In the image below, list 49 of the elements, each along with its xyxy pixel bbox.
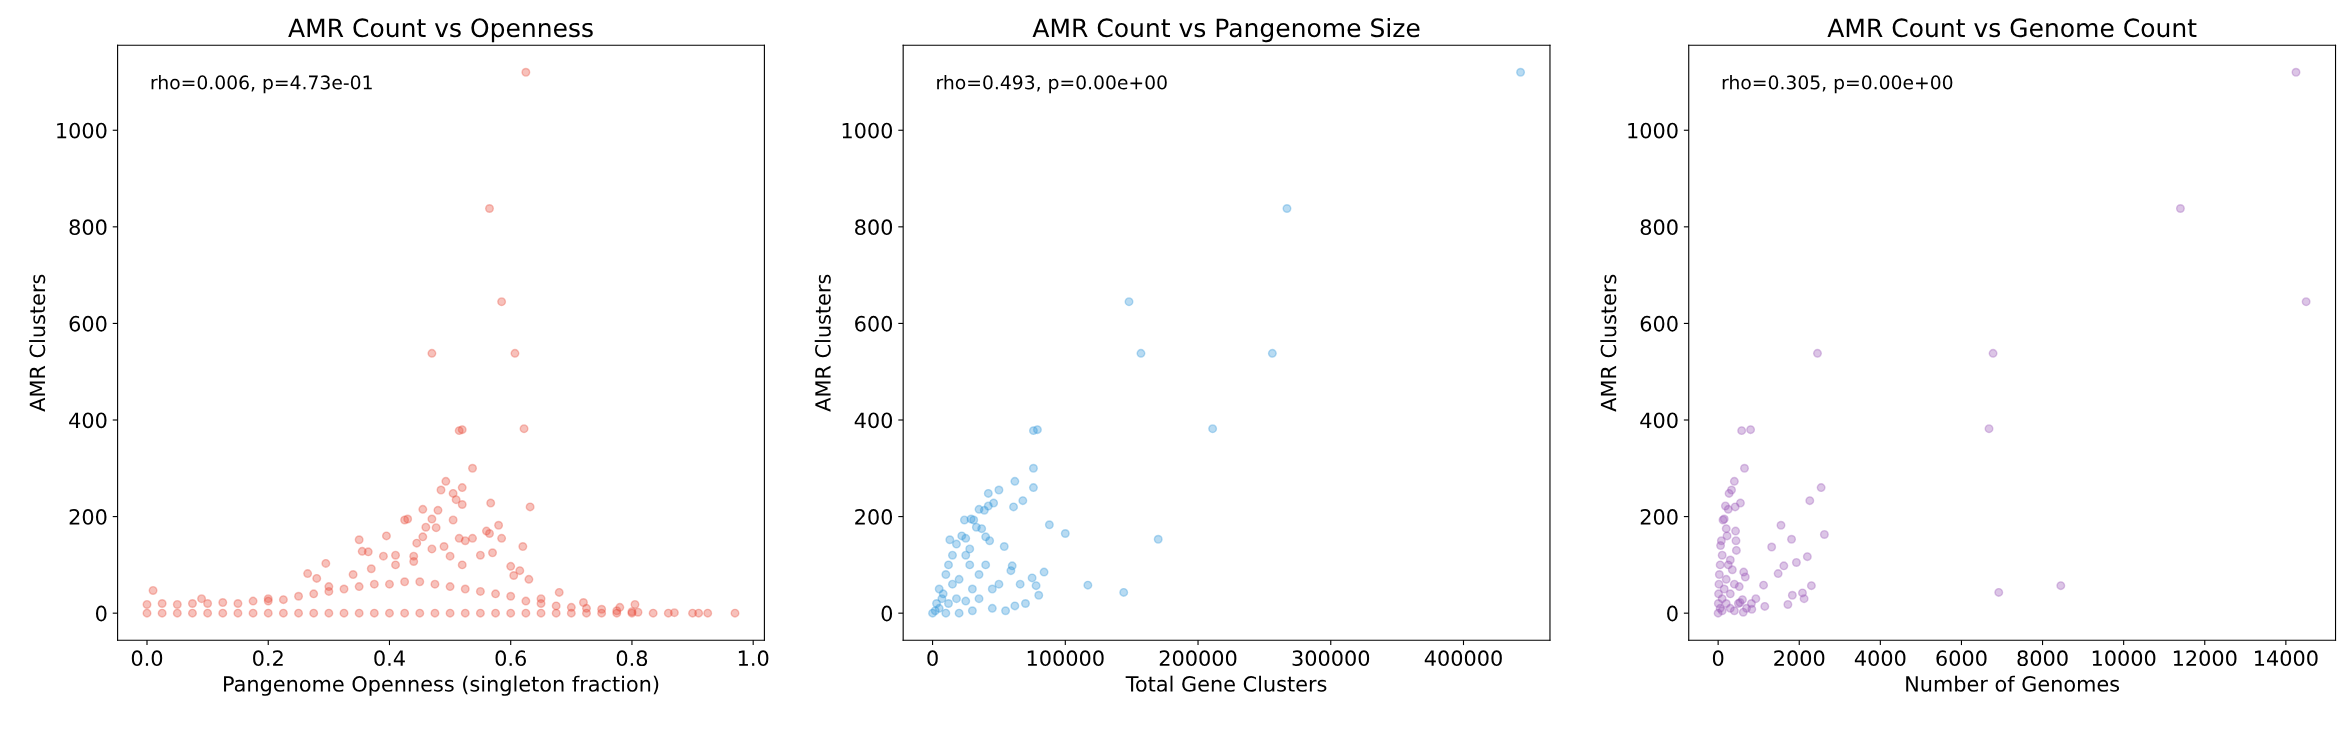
x-tick-label: 1.0 xyxy=(738,650,769,667)
x-tick-label: 10000 xyxy=(2092,650,2156,667)
y-tick-label: 200 xyxy=(1640,509,1678,525)
x-axis-title: Total Gene Clusters xyxy=(1125,675,1327,692)
y-tick-label: 200 xyxy=(855,509,893,525)
x-tick-label: 14000 xyxy=(2255,650,2318,667)
annotation: rho=0.305, p=0.00e+00 xyxy=(1722,75,1953,94)
y-tick-label: 0 xyxy=(881,605,893,622)
y-tick-label: 1000 xyxy=(1628,122,1678,139)
chart-title: AMR Count vs Pangenome Size xyxy=(1032,17,1420,43)
y-tick-label: 400 xyxy=(69,412,107,429)
x-tick-label: 400000 xyxy=(1424,650,1502,667)
y-tick-label: 600 xyxy=(1640,315,1678,332)
x-tick-label: 300000 xyxy=(1292,650,1370,667)
x-tick-label: 4000 xyxy=(1854,650,1906,667)
y-tick-label: 1000 xyxy=(57,122,107,139)
y-tick-label: 0 xyxy=(96,605,107,622)
x-tick-label: 0.4 xyxy=(374,650,405,667)
x-tick-label: 200000 xyxy=(1159,650,1237,667)
x-tick-label: 0 xyxy=(927,650,938,667)
chart-title: AMR Count vs Genome Count xyxy=(1827,18,2197,38)
y-tick-label: 200 xyxy=(69,509,107,525)
x-tick-label: 0.6 xyxy=(495,650,526,667)
y-axis-title: AMR Clusters xyxy=(814,274,831,412)
y-axis-title: AMR Clusters xyxy=(29,274,46,412)
y-tick-label: 800 xyxy=(855,219,893,236)
y-tick-label: 0 xyxy=(1667,605,1678,622)
x-tick-label: 0.8 xyxy=(616,650,648,667)
y-tick-label: 600 xyxy=(69,315,107,332)
x-tick-label: 12000 xyxy=(2173,650,2237,667)
chart-title: AMR Count vs Openness xyxy=(288,18,593,43)
y-tick-label: 400 xyxy=(854,412,893,429)
x-tick-label: 2000 xyxy=(1774,650,1825,667)
y-tick-label: 800 xyxy=(69,219,107,236)
x-axis-title: Number of Genomes xyxy=(1906,675,2120,692)
x-tick-label: 0.2 xyxy=(253,650,283,667)
y-tick-label: 600 xyxy=(855,315,893,332)
x-tick-label: 100000 xyxy=(1027,650,1104,667)
y-tick-label: 1000 xyxy=(842,122,893,139)
x-tick-label: 6000 xyxy=(1936,650,1987,667)
annotation: rho=0.493, p=0.00e+00 xyxy=(937,75,1167,94)
annotation: rho=0.006, p=4.73e-01 xyxy=(151,75,372,94)
x-tick-label: 0 xyxy=(1712,650,1724,667)
y-tick-label: 400 xyxy=(1640,412,1678,429)
x-tick-label: 0.0 xyxy=(131,650,163,667)
y-tick-label: 800 xyxy=(1640,219,1678,236)
x-axis-title: Pangenome Openness (singleton fraction) xyxy=(224,675,659,696)
x-tick-label: 8000 xyxy=(2017,650,2068,667)
y-axis-title: AMR Clusters xyxy=(1600,274,1617,412)
